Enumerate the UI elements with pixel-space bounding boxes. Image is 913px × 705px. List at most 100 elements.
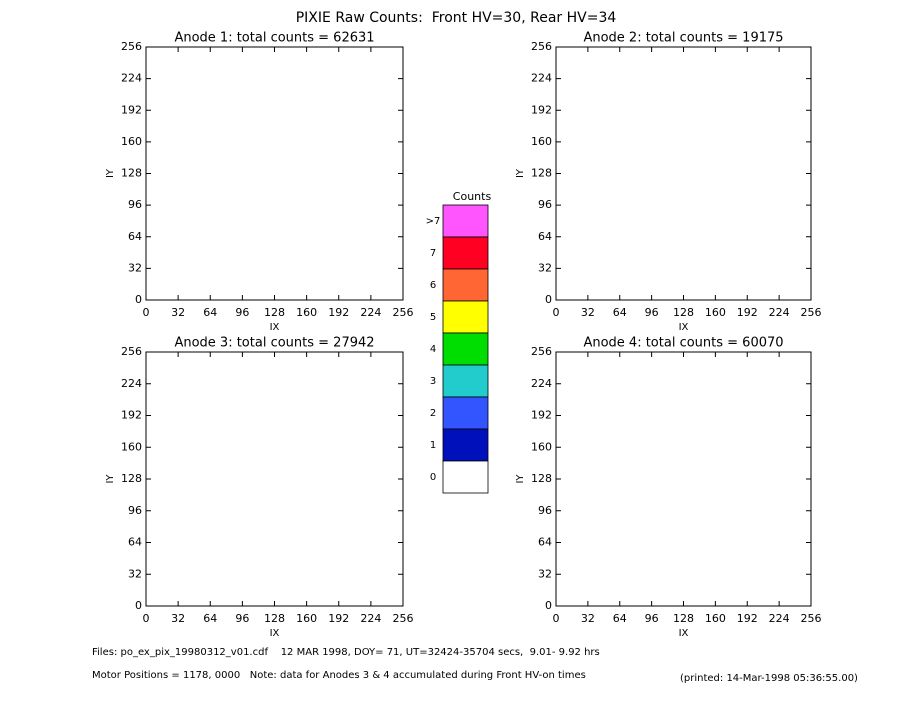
plot-area (145, 351, 404, 607)
y-tick-label: 256 (121, 345, 142, 358)
y-tick-label: 160 (531, 135, 552, 148)
panel-title: Anode 2: total counts = 19175 (583, 31, 783, 46)
x-tick-label: 128 (264, 612, 285, 625)
y-tick-label: 192 (121, 409, 142, 422)
colorbar-swatch (442, 268, 489, 302)
y-tick-label: 96 (128, 198, 142, 211)
y-tick-label: 224 (531, 72, 552, 85)
y-tick-label: 64 (538, 536, 552, 549)
y-tick-label: 192 (531, 103, 552, 116)
x-tick-label: 192 (737, 306, 758, 319)
colorbar-swatch (442, 300, 489, 334)
x-tick-label: 128 (264, 306, 285, 319)
y-tick-label: 256 (531, 345, 552, 358)
y-tick-label: 128 (531, 167, 552, 180)
colorbar-tick-label: 3 (430, 376, 436, 387)
colorbar-swatch (442, 396, 489, 430)
y-tick-label: 128 (531, 472, 552, 485)
x-tick-label: 256 (801, 306, 822, 319)
colorbar-swatch (442, 364, 489, 398)
footer-files: Files: po_ex_pix_19980312_v01.cdf 12 MAR… (92, 647, 600, 658)
y-tick-label: 64 (538, 230, 552, 243)
colorbar-tick-label: 0 (430, 472, 436, 483)
plot-area (555, 351, 812, 607)
x-tick-label: 32 (581, 306, 595, 319)
footer-motor: Motor Positions = 1178, 0000 Note: data … (92, 670, 586, 681)
y-tick-label: 192 (531, 409, 552, 422)
colorbar-tick-label: 6 (430, 280, 436, 291)
y-tick-label: 64 (128, 230, 142, 243)
y-tick-label: 192 (121, 103, 142, 116)
x-axis-label: IX (270, 322, 280, 333)
x-tick-label: 256 (393, 612, 414, 625)
y-tick-label: 128 (121, 472, 142, 485)
colorbar-swatch (442, 460, 489, 494)
colorbar-swatch (442, 332, 489, 366)
x-tick-label: 160 (705, 612, 726, 625)
x-tick-label: 32 (171, 612, 185, 625)
colorbar-tick-label: 5 (430, 312, 436, 323)
x-tick-label: 0 (553, 306, 560, 319)
y-tick-label: 96 (538, 504, 552, 517)
x-tick-label: 128 (673, 306, 694, 319)
y-tick-label: 224 (531, 377, 552, 390)
x-tick-label: 96 (645, 612, 659, 625)
x-tick-label: 224 (360, 306, 381, 319)
panel-title: Anode 4: total counts = 60070 (583, 336, 783, 351)
x-tick-label: 0 (143, 306, 150, 319)
y-tick-label: 0 (545, 599, 552, 612)
y-tick-label: 96 (538, 198, 552, 211)
y-tick-label: 32 (128, 567, 142, 580)
y-tick-label: 32 (538, 567, 552, 580)
x-axis-label: IX (679, 628, 689, 639)
plot-area (145, 46, 404, 301)
x-tick-label: 192 (328, 306, 349, 319)
panel-title: Anode 3: total counts = 27942 (174, 336, 374, 351)
x-tick-label: 224 (769, 612, 790, 625)
y-tick-label: 256 (121, 40, 142, 53)
y-tick-label: 160 (531, 440, 552, 453)
y-tick-label: 160 (121, 440, 142, 453)
x-tick-label: 64 (203, 612, 217, 625)
colorbar-tick-label: 7 (430, 248, 436, 259)
x-tick-label: 96 (645, 306, 659, 319)
colorbar-swatch (442, 204, 489, 238)
y-axis-label: IY (515, 168, 526, 178)
y-tick-label: 64 (128, 536, 142, 549)
x-tick-label: 224 (769, 306, 790, 319)
x-tick-label: 128 (673, 612, 694, 625)
colorbar-swatch (442, 236, 489, 270)
colorbar-swatch (442, 428, 489, 462)
y-tick-label: 224 (121, 72, 142, 85)
page-title: PIXIE Raw Counts: Front HV=30, Rear HV=3… (296, 10, 617, 26)
x-tick-label: 256 (801, 612, 822, 625)
x-tick-label: 192 (328, 612, 349, 625)
x-tick-label: 256 (393, 306, 414, 319)
x-tick-label: 160 (296, 612, 317, 625)
x-tick-label: 32 (171, 306, 185, 319)
y-tick-label: 128 (121, 167, 142, 180)
footer-printed: (printed: 14-Mar-1998 05:36:55.00) (680, 673, 858, 684)
colorbar-tick-label: >7 (426, 216, 441, 227)
y-axis-label: IY (515, 474, 526, 484)
y-tick-label: 32 (538, 261, 552, 274)
x-tick-label: 96 (235, 612, 249, 625)
y-tick-label: 256 (531, 40, 552, 53)
x-axis-label: IX (270, 628, 280, 639)
x-tick-label: 0 (553, 612, 560, 625)
plot-area (555, 46, 812, 301)
colorbar-tick-label: 1 (430, 440, 436, 451)
colorbar-tick-label: 2 (430, 408, 436, 419)
y-axis-label: IY (105, 168, 116, 178)
y-tick-label: 160 (121, 135, 142, 148)
y-tick-label: 224 (121, 377, 142, 390)
x-tick-label: 192 (737, 612, 758, 625)
y-tick-label: 0 (135, 599, 142, 612)
x-tick-label: 32 (581, 612, 595, 625)
y-tick-label: 0 (545, 293, 552, 306)
x-tick-label: 64 (203, 306, 217, 319)
panel-title: Anode 1: total counts = 62631 (174, 31, 374, 46)
colorbar-tick-label: 4 (430, 344, 436, 355)
y-tick-label: 32 (128, 261, 142, 274)
